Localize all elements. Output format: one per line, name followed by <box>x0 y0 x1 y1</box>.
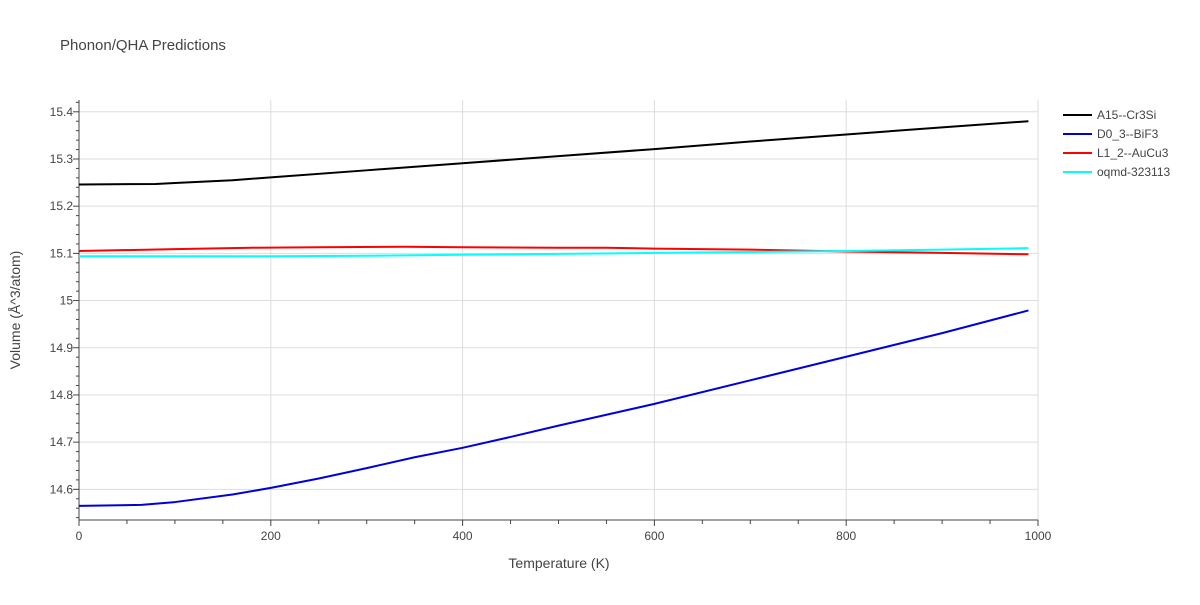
legend-item[interactable]: A15--Cr3Si <box>1063 108 1156 122</box>
x-tick-label: 600 <box>644 529 664 543</box>
y-tick-label: 14.8 <box>50 388 74 402</box>
legend-item[interactable]: L1_2--AuCu3 <box>1063 146 1169 160</box>
series-line-0 <box>78 120 1029 186</box>
x-tick-label: 0 <box>76 529 83 543</box>
y-tick-label: 15 <box>60 294 74 308</box>
legend-label: D0_3--BiF3 <box>1097 127 1159 141</box>
x-axis-title: Temperature (K) <box>508 555 609 571</box>
legend-item[interactable]: D0_3--BiF3 <box>1063 127 1159 141</box>
y-axis-title: Volume (Å^3/atom) <box>7 251 23 370</box>
y-tick-label: 14.7 <box>50 435 74 449</box>
y-tick-label: 15.2 <box>50 199 74 213</box>
x-tick-label: 200 <box>261 529 281 543</box>
series-line-3 <box>79 247 1029 258</box>
legend-label: A15--Cr3Si <box>1097 108 1156 122</box>
series-lines <box>78 120 1029 507</box>
x-tick-label: 800 <box>836 529 856 543</box>
y-tick-label: 14.6 <box>50 482 74 496</box>
x-tick-label: 1000 <box>1025 529 1052 543</box>
y-tick-label: 14.9 <box>50 341 74 355</box>
y-tick-label: 15.3 <box>50 152 74 166</box>
legend-label: oqmd-323113 <box>1097 165 1170 179</box>
legend-item[interactable]: oqmd-323113 <box>1063 165 1170 179</box>
legend[interactable]: A15--Cr3Si D0_3--BiF3 L1_2--AuCu3 oqmd-3231… <box>1063 108 1170 179</box>
y-tick-label: 15.1 <box>50 246 74 260</box>
x-tick-label: 400 <box>453 529 473 543</box>
axes: 0 200 400 600 800 1000 14.6 14.7 14.8 14.9 15 15.1 1… <box>50 100 1052 543</box>
y-tick-label: 15.4 <box>50 105 74 119</box>
chart-title: Phonon/QHA Predictions <box>60 37 226 54</box>
grid <box>79 100 1039 520</box>
series-line-1 <box>78 309 1029 507</box>
legend-label: L1_2--AuCu3 <box>1097 146 1169 160</box>
